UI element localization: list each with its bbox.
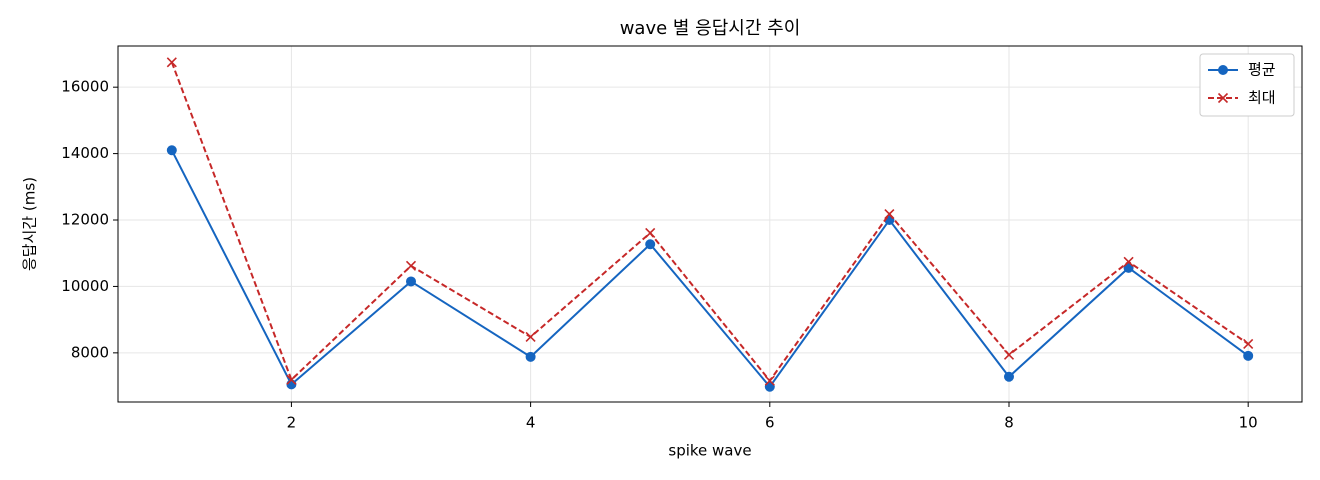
legend-marker: [1218, 65, 1228, 75]
point-stroke: [166, 57, 177, 68]
y-tick-label: 16000: [61, 78, 109, 96]
point-stroke: [286, 374, 297, 385]
point-stroke: [1243, 338, 1254, 349]
point: [1243, 338, 1254, 349]
x-tick-label: 2: [287, 414, 297, 432]
point: [1003, 349, 1015, 360]
x-axis-label: spike wave: [668, 442, 751, 460]
y-axis-label: 응답시간 (ms): [21, 177, 39, 271]
series-line: [170, 149, 1249, 389]
point: [405, 260, 417, 271]
point: [1123, 256, 1134, 267]
point-stroke: [525, 331, 536, 342]
point: [286, 379, 297, 390]
point: [1243, 350, 1254, 361]
point-stroke: [1003, 349, 1015, 360]
point: [884, 208, 895, 220]
point: [525, 351, 536, 362]
plot-frame: [117, 45, 1303, 403]
point-stroke: [1217, 92, 1229, 104]
point: [1003, 371, 1014, 382]
point: [645, 227, 656, 239]
point-stroke: [764, 375, 775, 386]
series-line: [170, 61, 1249, 383]
point-stroke: [645, 227, 656, 239]
point: [286, 374, 297, 385]
legend-label: 최대: [1248, 89, 1276, 107]
y-tick-label: 12000: [61, 211, 109, 229]
y-tick-label: 14000: [61, 144, 109, 162]
point: [525, 331, 536, 342]
point: [406, 276, 417, 287]
point: [764, 375, 775, 386]
point: [166, 57, 177, 68]
chart-title: wave 별 응답시간 추이: [620, 18, 801, 39]
legend-box: [1199, 53, 1295, 117]
point: [645, 239, 656, 250]
x-tick-label: 10: [1239, 414, 1258, 432]
y-tick-label: 8000: [71, 343, 109, 361]
point-stroke: [1123, 256, 1134, 267]
x-tick-label: 4: [526, 414, 536, 432]
legend-label: 평균: [1248, 61, 1276, 79]
point-stroke: [405, 260, 417, 271]
point-stroke: [884, 208, 895, 220]
x-tick-label: 8: [1004, 414, 1014, 432]
x-tick-label: 6: [765, 414, 775, 432]
y-tick-label: 10000: [61, 277, 109, 295]
legend-marker: [1217, 92, 1229, 104]
point: [166, 145, 177, 156]
